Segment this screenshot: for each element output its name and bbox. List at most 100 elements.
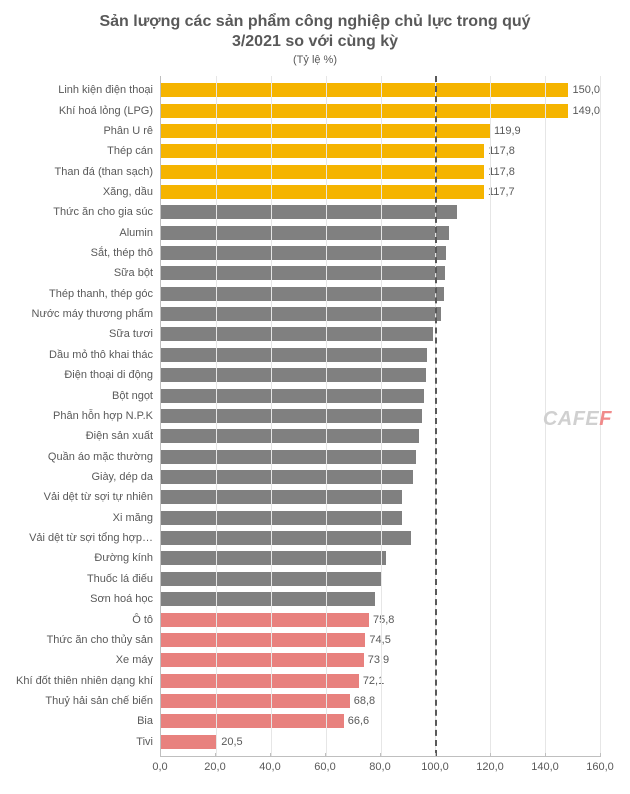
gridline <box>381 76 382 756</box>
gridline <box>326 76 327 756</box>
bar <box>161 633 365 647</box>
x-tick-label: 40,0 <box>259 761 280 773</box>
bar-category-label: Xi măng <box>11 512 161 524</box>
chart-container: Sản lượng các sản phẩm công nghiệp chủ l… <box>0 0 630 794</box>
bar-value-label: 75,8 <box>369 614 394 626</box>
x-tick-mark <box>215 753 216 757</box>
bar-category-label: Xe máy <box>11 654 161 666</box>
bar-category-label: Thức ăn cho gia súc <box>11 206 161 218</box>
x-tick-label: 80,0 <box>369 761 390 773</box>
bar-category-label: Khí hoá lỏng (LPG) <box>11 105 161 117</box>
bar-value-label: 149,0 <box>568 105 600 117</box>
bar <box>161 104 568 118</box>
bar-category-label: Sơn hoá học <box>11 593 161 605</box>
bar <box>161 307 441 321</box>
bar-category-label: Nước máy thương phẩm <box>11 308 161 320</box>
x-tick-mark <box>160 753 161 757</box>
bar <box>161 389 424 403</box>
bar-category-label: Sữa bột <box>11 267 161 279</box>
chart-subtitle: (Tỷ lệ %) <box>10 54 620 66</box>
bar <box>161 592 375 606</box>
bar-category-label: Ô tô <box>11 614 161 626</box>
bar-category-label: Sắt, thép thô <box>11 247 161 259</box>
watermark-logo: CAFEF <box>543 408 612 431</box>
x-tick-mark <box>545 753 546 757</box>
bar-value-label: 117,8 <box>484 166 515 178</box>
bar <box>161 266 445 280</box>
title-line-2: 3/2021 so với cùng kỳ <box>232 33 398 50</box>
x-tick-label: 20,0 <box>204 761 225 773</box>
bar <box>161 490 402 504</box>
x-tick-label: 0,0 <box>152 761 167 773</box>
bar-category-label: Alumin <box>11 227 161 239</box>
watermark-accent: F <box>599 408 612 430</box>
gridline <box>490 76 491 756</box>
bar-category-label: Điện thoại di động <box>11 369 161 381</box>
bar <box>161 694 350 708</box>
bar-category-label: Điện sản xuất <box>11 430 161 442</box>
x-tick-mark <box>270 753 271 757</box>
bar <box>161 735 217 749</box>
bar-category-label: Phân hỗn hợp N.P.K <box>11 410 161 422</box>
bar <box>161 674 359 688</box>
bar-category-label: Thép cán <box>11 145 161 157</box>
bar-category-label: Quần áo mặc thường <box>11 451 161 463</box>
gridline <box>271 76 272 756</box>
x-tick-mark <box>325 753 326 757</box>
x-tick-mark <box>380 753 381 757</box>
bar-value-label: 150,0 <box>568 84 600 96</box>
chart-title: Sản lượng các sản phẩm công nghiệp chủ l… <box>10 12 620 52</box>
bar <box>161 368 426 382</box>
bar-value-label: 73,9 <box>364 654 389 666</box>
bar-category-label: Thuốc lá điếu <box>11 573 161 585</box>
bar-value-label: 119,9 <box>490 125 521 137</box>
x-tick-label: 140,0 <box>531 761 559 773</box>
bar <box>161 450 416 464</box>
bar-value-label: 68,8 <box>350 695 375 707</box>
bar-category-label: Thuỷ hải sản chế biến <box>11 695 161 707</box>
plot-area: Linh kiện điện thoại150,0Khí hoá lỏng (L… <box>160 76 600 756</box>
bar-category-label: Than đá (than sạch) <box>11 166 161 178</box>
bar-value-label: 20,5 <box>217 736 242 748</box>
bar <box>161 287 444 301</box>
bar-category-label: Giày, dép da <box>11 471 161 483</box>
bar <box>161 653 364 667</box>
bar-category-label: Khí đốt thiên nhiên dạng khí <box>11 675 161 687</box>
x-tick-mark <box>600 753 601 757</box>
bar <box>161 205 457 219</box>
bar-category-label: Thép thanh, thép góc <box>11 288 161 300</box>
bar-category-label: Bia <box>11 715 161 727</box>
bar-category-label: Bột ngọt <box>11 390 161 402</box>
x-tick-label: 120,0 <box>476 761 504 773</box>
bar <box>161 83 568 97</box>
bar <box>161 714 344 728</box>
x-tick-mark <box>490 753 491 757</box>
bar-value-label: 117,8 <box>484 145 515 157</box>
bar-value-label: 74,5 <box>365 634 390 646</box>
bar <box>161 511 402 525</box>
bar-category-label: Thức ăn cho thủy sản <box>11 634 161 646</box>
bar-category-label: Dầu mỏ thô khai thác <box>11 349 161 361</box>
bar <box>161 551 386 565</box>
bar <box>161 327 433 341</box>
gridline <box>216 76 217 756</box>
bar-category-label: Xăng, dầu <box>11 186 161 198</box>
x-tick-mark <box>435 753 436 757</box>
bar-category-label: Tivi <box>11 736 161 748</box>
bar <box>161 409 422 423</box>
bar-category-label: Đường kính <box>11 552 161 564</box>
bar <box>161 613 369 627</box>
x-tick-label: 100,0 <box>421 761 449 773</box>
x-tick-label: 160,0 <box>586 761 614 773</box>
bar-category-label: Phân U rê <box>11 125 161 137</box>
bar-category-label: Linh kiện điện thoại <box>11 84 161 96</box>
watermark-prefix: CAFE <box>543 408 599 430</box>
bar <box>161 348 427 362</box>
bar-value-label: 66,6 <box>344 715 369 727</box>
x-tick-label: 60,0 <box>314 761 335 773</box>
bar-category-label: Vải dệt từ sợi tự nhiên <box>11 491 161 503</box>
bar <box>161 531 411 545</box>
bar <box>161 470 413 484</box>
bar-category-label: Sữa tươi <box>11 328 161 340</box>
bar-category-label: Vải dệt từ sợi tổng hợp… <box>11 532 161 544</box>
